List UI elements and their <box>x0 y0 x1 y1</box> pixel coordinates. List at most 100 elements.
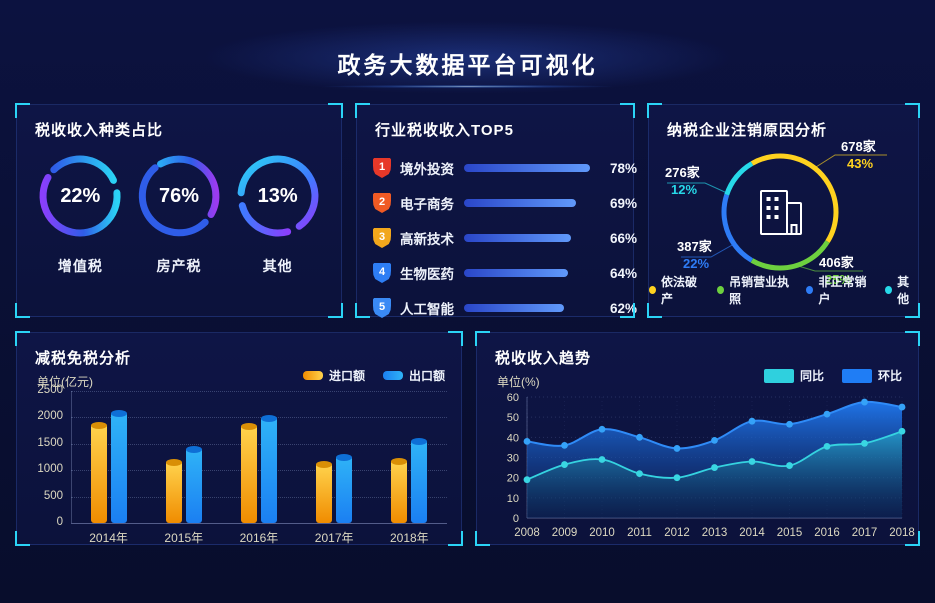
callout-percent: 22% <box>683 256 710 271</box>
cancellation-donut-svg <box>667 153 887 272</box>
data-point <box>898 403 906 411</box>
data-point <box>636 470 643 478</box>
bar-cylinder <box>411 438 428 523</box>
y-tick-label: 2000 <box>37 410 63 423</box>
y-tick-label: 0 <box>56 516 63 528</box>
panel-title-tax-type: 税收收入种类占比 <box>35 122 164 139</box>
data-point <box>673 445 681 452</box>
data-point <box>636 433 643 441</box>
gauge-arc <box>39 174 121 237</box>
rank-label: 电子商务 <box>400 197 454 212</box>
legend-dot-icon <box>649 286 657 294</box>
rank-row: 4 生物医药 64% <box>373 260 637 286</box>
data-point <box>673 474 681 482</box>
x-tick-label: 2009 <box>552 527 578 539</box>
bar-cylinder <box>391 458 408 523</box>
callout-count: 276家 <box>665 165 700 180</box>
x-tick-label: 2014年 <box>89 531 128 545</box>
rank-bar-track <box>464 269 596 277</box>
panel-title-tax-relief: 减税免税分析 <box>35 350 132 367</box>
panel-title-trend: 税收收入趋势 <box>495 350 592 367</box>
bar-cap <box>316 461 333 468</box>
bar-cap <box>391 458 408 465</box>
trend-legend: 同比 环比 <box>763 367 902 384</box>
x-tick-label: 2014 <box>739 527 765 539</box>
data-point <box>711 436 718 444</box>
panel-tax-type: 税收收入种类占比 22% 增值税 76% 房产税 13% 其他 <box>15 103 343 318</box>
rank-label: 生物医药 <box>400 267 454 282</box>
legend-item[interactable]: 吊销营业执照 <box>717 273 792 307</box>
tax-type-gauge: 13% 其他 <box>232 150 324 276</box>
legend-item[interactable]: 出口额 <box>382 367 445 384</box>
donut-callout-label: 276家 12% <box>665 165 700 198</box>
gauge-value: 76% <box>158 184 199 207</box>
callout-percent: 25% <box>825 272 852 287</box>
x-tick-label: 2017年 <box>314 531 354 545</box>
data-point <box>523 476 531 484</box>
data-point <box>711 464 718 471</box>
page-title: 政务大数据平台可视化 <box>337 52 598 78</box>
rank-badge-icon: 2 <box>373 193 391 213</box>
rank-row: 5 人工智能 62% <box>373 295 637 321</box>
x-tick-label: 2012 <box>664 527 690 539</box>
legend-item[interactable]: 依法破产 <box>649 273 703 307</box>
callout-line <box>815 154 887 168</box>
x-tick-label: 2011 <box>627 527 652 539</box>
legend-item[interactable]: 非正常销户 <box>806 273 871 307</box>
bar-cap <box>240 423 257 430</box>
callout-line <box>667 182 728 194</box>
rank-bar-track <box>464 234 596 242</box>
legend-item[interactable]: 环比 <box>841 367 902 384</box>
tax-type-gauges: 22% 增值税 76% 房产税 13% 其他 <box>17 140 341 276</box>
y-tick-label: 40 <box>507 432 519 444</box>
gauge-arc <box>138 164 209 237</box>
y-tick-label: 2500 <box>37 384 63 396</box>
y-tick-label: 500 <box>43 489 63 502</box>
data-point <box>598 456 606 463</box>
bar-cylinder <box>316 461 333 523</box>
gridline <box>71 443 447 445</box>
rank-badge-icon: 5 <box>373 298 391 318</box>
legend-swatch <box>302 371 323 380</box>
x-tick-label: 2015 <box>777 527 803 539</box>
tax-type-gauge: 76% 房产税 <box>133 150 225 276</box>
callout-line <box>681 243 735 258</box>
gauge-value: 22% <box>60 184 101 207</box>
legend-swatch <box>841 368 872 383</box>
legend-item[interactable]: 同比 <box>763 367 824 384</box>
callout-line <box>794 264 863 272</box>
data-point <box>748 417 756 425</box>
rank-bar <box>464 234 571 242</box>
legend-dot-icon <box>806 286 814 294</box>
panel-title-cancellation: 纳税企业注销原因分析 <box>667 122 828 139</box>
unit-label: 单位(亿元) <box>37 375 93 389</box>
gauge-arc <box>238 202 291 237</box>
panel-title-industry-top5: 行业税收收入TOP5 <box>375 122 514 139</box>
rank-bar <box>464 199 576 207</box>
gauge-label: 其他 <box>262 258 293 274</box>
rank-percent: 64% <box>610 265 638 281</box>
callout-percent: 43% <box>847 156 874 171</box>
gauge-arc <box>237 155 319 230</box>
gridline <box>71 470 447 472</box>
legend-item[interactable]: 其他 <box>885 273 918 307</box>
legend-label: 出口额 <box>408 369 445 383</box>
gridline <box>71 417 447 419</box>
bar-group <box>316 454 353 523</box>
rank-bar <box>464 269 568 277</box>
rank-label: 人工智能 <box>400 302 454 317</box>
donut-ring <box>721 153 839 271</box>
legend-label: 吊销营业执照 <box>729 275 790 306</box>
gauge-ring: 76% <box>133 150 225 242</box>
legend-label: 非正常销户 <box>818 275 867 306</box>
legend-dot-icon <box>717 286 725 294</box>
legend-swatch <box>382 371 403 380</box>
bar-group <box>90 410 127 523</box>
legend-swatch <box>763 368 794 383</box>
area-tongbi <box>527 431 902 518</box>
legend-label: 环比 <box>877 369 902 383</box>
legend-item[interactable]: 进口额 <box>302 367 365 384</box>
tax-type-gauge: 22% 增值税 <box>34 150 126 276</box>
rank-bar-track <box>464 199 596 207</box>
